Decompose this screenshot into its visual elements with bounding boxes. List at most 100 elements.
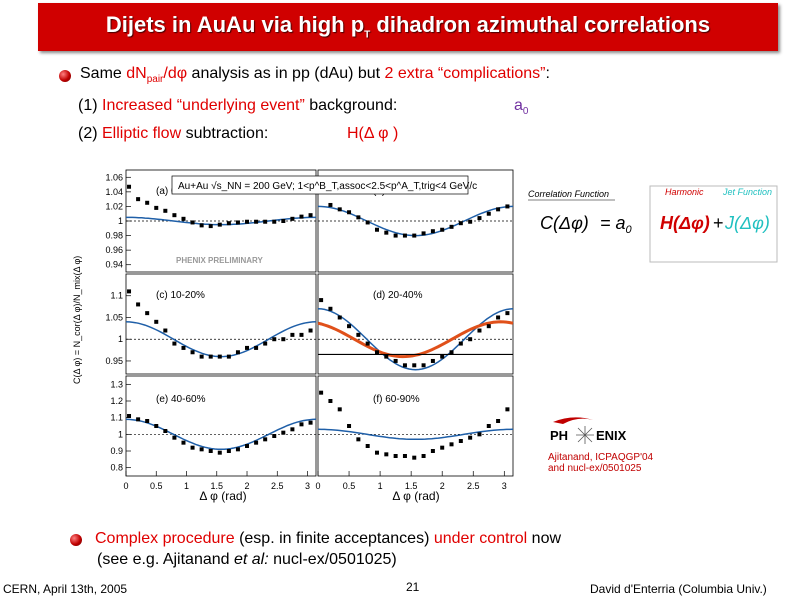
footer-left: CERN, April 13th, 2005 bbox=[3, 582, 128, 596]
data-point bbox=[393, 454, 398, 458]
data-point bbox=[299, 332, 304, 337]
data-point bbox=[136, 417, 141, 422]
panel-label: (e) 40-60% bbox=[156, 394, 206, 405]
svg-text:ENIX: ENIX bbox=[596, 428, 627, 443]
data-point bbox=[449, 350, 454, 355]
data-point bbox=[477, 216, 482, 221]
data-point bbox=[136, 197, 141, 202]
data-point bbox=[263, 437, 268, 442]
data-point bbox=[440, 445, 445, 450]
data-point bbox=[217, 354, 222, 359]
data-point bbox=[374, 450, 379, 455]
footer-right: David d'Enterria (Columbia Univ.) bbox=[590, 582, 767, 596]
data-point bbox=[449, 442, 454, 447]
data-point bbox=[365, 444, 370, 448]
data-point bbox=[254, 440, 259, 445]
x-tick-label: 3 bbox=[305, 481, 310, 491]
data-point bbox=[254, 345, 259, 350]
bullet-icon bbox=[59, 70, 71, 82]
y-tick-label: 1.02 bbox=[105, 201, 123, 211]
data-point bbox=[496, 207, 501, 212]
data-point bbox=[486, 424, 491, 428]
data-point bbox=[328, 202, 333, 207]
data-point bbox=[245, 345, 250, 350]
data-point bbox=[127, 184, 132, 189]
data-point bbox=[254, 219, 259, 224]
data-point bbox=[172, 341, 177, 346]
data-point bbox=[190, 445, 195, 450]
data-point bbox=[440, 227, 445, 232]
y-tick-label: 1 bbox=[118, 334, 123, 344]
x-tick-label: 0 bbox=[123, 481, 128, 491]
data-point bbox=[384, 230, 389, 235]
data-point bbox=[374, 227, 379, 232]
data-point bbox=[245, 444, 250, 448]
data-point bbox=[181, 216, 186, 221]
data-point bbox=[347, 424, 352, 428]
x-axis-label-right: Δ φ (rad) bbox=[392, 489, 439, 503]
data-point bbox=[440, 354, 445, 359]
bullet-text-2-cont: (see e.g. Ajitanand et al: nucl-ex/05010… bbox=[97, 551, 397, 568]
data-point bbox=[145, 311, 150, 316]
data-point bbox=[217, 450, 222, 455]
data-point bbox=[299, 214, 304, 219]
data-point bbox=[337, 315, 342, 320]
data-point bbox=[226, 354, 231, 359]
data-point bbox=[365, 341, 370, 346]
figure-legend-box bbox=[171, 175, 469, 195]
y-tick-label: 1.06 bbox=[105, 172, 123, 182]
data-point bbox=[208, 449, 213, 453]
data-point bbox=[347, 324, 352, 329]
data-point bbox=[468, 435, 473, 440]
data-point bbox=[412, 455, 417, 460]
data-point bbox=[281, 219, 286, 223]
x-tick-label: 1.5 bbox=[211, 481, 224, 491]
alt-flow-curve bbox=[317, 320, 514, 359]
harmonic-symbol: H(Δ φ ) bbox=[347, 125, 399, 142]
data-point bbox=[384, 354, 389, 359]
data-point bbox=[393, 358, 398, 363]
data-point bbox=[145, 419, 150, 423]
data-point bbox=[505, 407, 510, 412]
data-point bbox=[226, 449, 231, 453]
data-point bbox=[199, 354, 204, 359]
slide-title: Dijets in AuAu via high pT dihadron azim… bbox=[105, 12, 711, 41]
caption-correlation: Correlation Function bbox=[528, 189, 609, 199]
data-point bbox=[235, 220, 240, 225]
data-point bbox=[190, 220, 195, 225]
sub-item-2: (2) Elliptic flow subtraction: bbox=[78, 125, 269, 142]
data-point bbox=[496, 315, 501, 320]
data-point bbox=[421, 231, 426, 236]
data-point bbox=[458, 439, 463, 443]
x-tick-label: 2.5 bbox=[467, 481, 480, 491]
y-tick-label: 0.94 bbox=[105, 260, 123, 270]
y-tick-label: 0.95 bbox=[105, 356, 123, 366]
x-tick-label: 0.5 bbox=[343, 481, 356, 491]
data-point bbox=[199, 447, 204, 452]
data-point bbox=[421, 363, 426, 368]
x-tick-label: 2 bbox=[440, 481, 445, 491]
data-point bbox=[402, 233, 407, 238]
data-point bbox=[421, 454, 426, 458]
title-bar: Dijets in AuAu via high pT dihadron azim… bbox=[38, 3, 778, 51]
data-point bbox=[272, 434, 277, 438]
formula-lhs: C(Δφ) bbox=[540, 213, 589, 233]
data-point bbox=[319, 298, 324, 303]
data-point bbox=[337, 207, 342, 212]
x-tick-label: 3 bbox=[502, 481, 507, 491]
data-point bbox=[263, 341, 268, 346]
caption-harmonic: Harmonic bbox=[665, 187, 704, 197]
data-point bbox=[154, 205, 159, 210]
data-point bbox=[226, 221, 231, 226]
y-tick-label: 0.9 bbox=[110, 446, 123, 456]
data-point bbox=[412, 233, 417, 238]
data-point bbox=[199, 223, 204, 228]
data-point bbox=[172, 435, 177, 440]
x-tick-label: 0.5 bbox=[150, 481, 163, 491]
data-point bbox=[263, 219, 268, 224]
data-point bbox=[402, 454, 407, 458]
y-tick-label: 1.1 bbox=[110, 291, 123, 301]
y-tick-label: 0.8 bbox=[110, 463, 123, 473]
data-point bbox=[208, 354, 213, 359]
data-point bbox=[235, 447, 240, 452]
